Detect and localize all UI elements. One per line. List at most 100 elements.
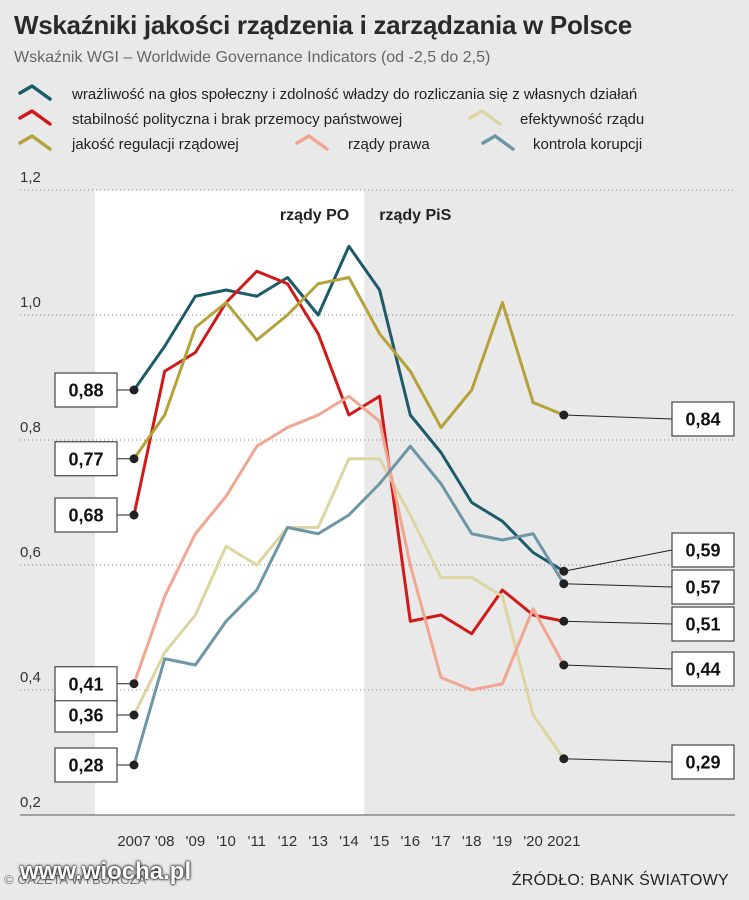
value-dot [129,710,139,720]
value-dot [129,679,139,689]
value-dot [129,510,139,520]
value-label: 0,41 [68,674,103,694]
legend-item: rządy prawa [295,134,430,153]
legend-label: wrażliwość na głos społeczny i zdolność … [71,86,637,103]
x-tick-label: '17 [431,833,451,850]
value-label: 0,59 [685,541,720,561]
value-label: 0,28 [68,756,103,776]
value-dot [559,410,569,420]
legend: wrażliwość na głos społeczny i zdolność … [18,84,644,153]
value-dot [129,385,139,395]
chart-title: Wskaźniki jakości rządzenia i zarządzani… [14,10,632,40]
y-tick-label: 1,0 [20,294,41,311]
period-label-po: rządy PO [280,207,349,224]
y-tick-label: 0,2 [20,794,41,811]
x-tick-label: '14 [339,833,359,850]
value-box [671,606,735,642]
leader-line [563,549,673,572]
leader-line [563,620,673,625]
legend-label: efektywność rządu [520,111,644,128]
value-dot [129,454,139,464]
period-band-po [95,190,365,815]
x-tick-label: '20 [523,833,543,850]
period-label-pis: rządy PiS [379,207,451,224]
value-box [671,651,735,687]
x-tick-label: '18 [462,833,482,850]
watermark-text: www.wiocha.pl [20,858,192,885]
series-line [132,444,566,767]
legend-item: efektywność rządu [468,109,644,128]
credit-text: © GAZETA WYBORCZA [4,872,147,887]
leader-line [563,758,673,763]
legend-swatch [295,134,329,151]
value-dot [559,579,569,589]
x-tick-label: '15 [370,833,390,850]
value-label: 0,88 [68,381,103,401]
source-text: ŹRÓDŁO: BANK ŚWIATOWY [511,872,729,889]
legend-swatch [468,109,502,126]
y-tick-label: 0,4 [20,669,41,686]
x-tick-label: '16 [401,833,421,850]
x-tick-label: '19 [493,833,513,850]
legend-item: kontrola korupcji [481,134,642,153]
legend-item: jakość regulacji rządowej [18,134,239,153]
value-label: 0,44 [685,660,720,680]
value-label: 0,68 [68,506,103,526]
x-tick-label: '13 [308,833,328,850]
value-box [54,497,118,533]
x-tick-label: '12 [278,833,298,850]
series-line [132,457,566,761]
series-line [132,244,566,573]
value-box [54,372,118,408]
legend-swatch [18,84,52,101]
x-tick-label: 2007 [117,833,150,850]
series-line [132,276,566,461]
x-tick-label: '08 [155,833,175,850]
value-box [54,697,118,733]
leader-line [563,414,673,420]
value-label: 0,29 [685,753,720,773]
legend-label: jakość regulacji rządowej [71,136,239,153]
legend-swatch [18,109,52,126]
legend-label: stabilność polityczna i brak przemocy pa… [72,111,402,128]
y-tick-label: 0,8 [20,419,41,436]
x-tick-label: 2021 [547,833,580,850]
legend-label: rządy prawa [348,136,430,153]
x-tick-label: '10 [216,833,236,850]
legend-swatch [18,134,52,151]
period-backgrounds: rządy PO rządy PiS [95,190,452,815]
y-tick-label: 0,6 [20,544,41,561]
value-label: 0,51 [685,615,720,635]
y-tick-label: 1,2 [20,169,41,186]
value-dot [559,754,569,764]
value-box [671,569,735,605]
value-label: 0,77 [68,449,103,469]
series-lines [132,244,566,767]
value-box [54,666,118,702]
axes: 0,2 0,4 0,6 0,8 1,0 1,2 2007 '08 '09 '10 '11 '12 '13… [20,169,735,850]
leader-line [563,583,673,588]
legend-item: stabilność polityczna i brak przemocy pa… [18,109,402,128]
legend-item: wrażliwość na głos społeczny i zdolność … [18,84,637,103]
x-tick-label: '11 [248,833,266,850]
value-dot [129,760,139,770]
value-box [671,744,735,780]
legend-label: kontrola korupcji [533,136,642,153]
chart-subtitle: Wskaźnik WGI – Worldwide Governance Indi… [14,49,491,66]
value-label: 0,57 [685,578,720,598]
value-dot [559,616,569,626]
legend-swatch [481,134,515,151]
value-labels: 0,88 0,68 0,36 0,77 0,41 0,28 0,59 0,51 0,29 0,84… [54,372,735,783]
value-dot [559,566,569,576]
value-dot [559,660,569,670]
value-box [54,441,118,477]
x-tick-label: '09 [186,833,206,850]
value-label: 0,84 [685,410,720,430]
value-label: 0,36 [68,706,103,726]
leader-line [563,664,673,670]
value-box [671,401,735,437]
value-box [54,747,118,783]
series-line [132,394,566,692]
series-line [132,269,566,636]
